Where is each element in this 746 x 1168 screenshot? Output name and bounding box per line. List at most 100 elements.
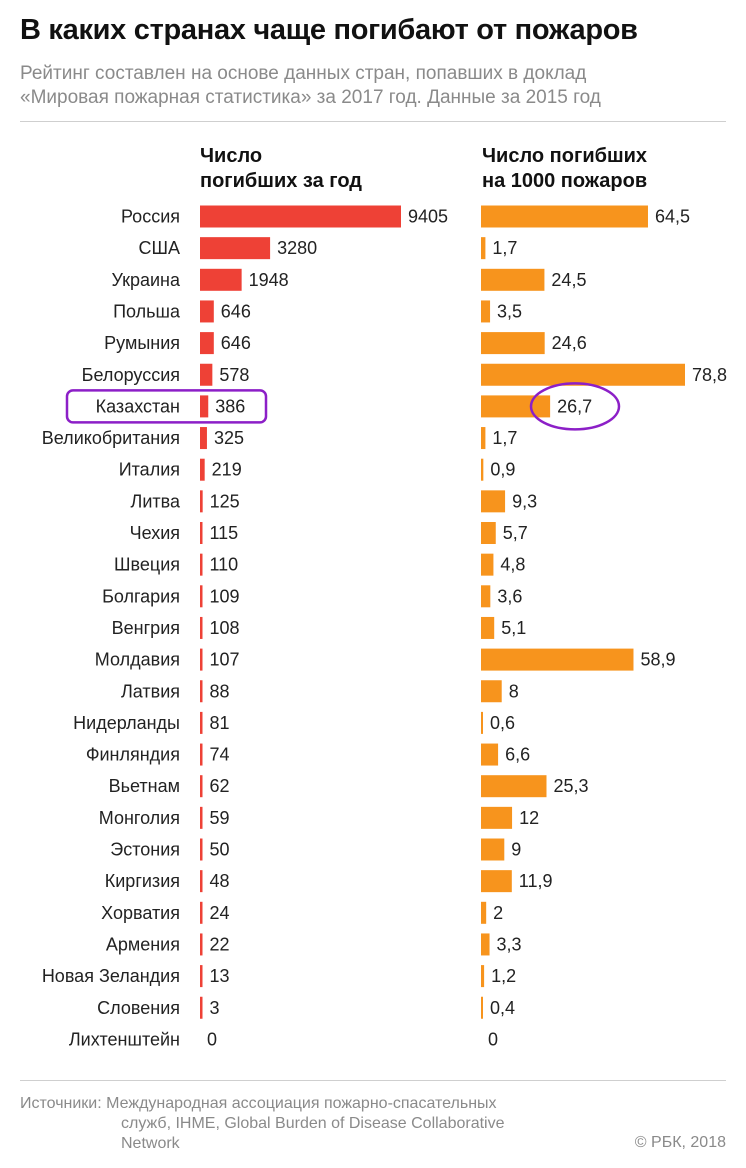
per1000-bar [481, 870, 512, 893]
chart-subtitle: Рейтинг составлен на основе данных стран… [20, 62, 720, 110]
per1000-bar [481, 363, 685, 386]
deaths-value-label: 50 [210, 840, 230, 860]
per1000-value-label: 0,6 [490, 713, 515, 733]
deaths-bar [200, 870, 203, 893]
category-label: США [138, 238, 180, 258]
per1000-bar [481, 775, 547, 798]
deaths-bar [200, 490, 203, 513]
highlight-ellipse [529, 382, 621, 431]
per1000-value-label: 9,3 [512, 491, 537, 511]
deaths-value-label: 74 [210, 745, 230, 765]
category-label: Казахстан [96, 396, 180, 416]
category-label: Вьетнам [109, 776, 180, 796]
per1000-bar [481, 458, 484, 481]
deaths-bar [200, 553, 203, 576]
per1000-bar [481, 395, 551, 418]
per1000-value-label: 3,5 [497, 301, 522, 321]
category-label: Украина [111, 270, 181, 290]
deaths-bar [200, 838, 203, 861]
credit-text: © РБК, 2018 [634, 1134, 726, 1151]
per1000-value-label: 9 [511, 840, 521, 860]
per1000-bar [481, 427, 486, 450]
deaths-value-label: 578 [219, 365, 249, 385]
deaths-value-label: 125 [210, 491, 240, 511]
category-label: Молдавия [95, 650, 180, 670]
deaths-bar [200, 205, 401, 228]
deaths-bar [200, 300, 214, 323]
per1000-value-label: 11,9 [519, 871, 553, 891]
category-label: Болгария [102, 586, 180, 606]
deaths-column-header: Число погибших за год [200, 144, 362, 194]
deaths-value-label: 13 [210, 966, 230, 986]
per1000-value-label: 12 [519, 808, 539, 828]
per1000-bar [481, 648, 634, 671]
per1000-bar [481, 300, 491, 323]
per1000-value-label: 3,6 [497, 586, 522, 606]
deaths-bar [200, 458, 205, 481]
deaths-bar [200, 522, 203, 544]
deaths-bar [200, 616, 203, 639]
subtitle-line: Рейтинг составлен на основе данных стран… [20, 63, 587, 84]
deaths-value-label: 81 [210, 713, 230, 733]
category-label: Монголия [99, 808, 180, 828]
per1000-value-label: 64,5 [655, 207, 690, 227]
deaths-bar [200, 965, 203, 988]
deaths-bar [200, 775, 203, 798]
category-label: Венгрия [112, 618, 180, 638]
deaths-bar [200, 680, 203, 703]
per1000-value-label: 26,7 [557, 396, 592, 416]
category-label: Чехия [130, 523, 180, 543]
category-label: Латвия [121, 681, 180, 701]
per1000-value-label: 24,6 [552, 333, 587, 353]
deaths-value-label: 219 [212, 460, 242, 480]
sources-line: служб, IHME, Global Burden of Disease Co… [121, 1115, 505, 1132]
deaths-bar [200, 648, 203, 671]
per1000-value-label: 25,3 [553, 776, 588, 796]
subtitle-line: «Мировая пожарная статистика» за 2017 го… [20, 87, 601, 108]
deaths-header-line: Число [200, 145, 263, 167]
deaths-value-label: 88 [210, 681, 230, 701]
deaths-value-label: 1948 [249, 270, 289, 290]
deaths-value-label: 9405 [408, 207, 448, 227]
category-label: Польша [113, 301, 181, 321]
per1000-bar [481, 996, 483, 1019]
deaths-bar [200, 585, 203, 608]
per1000-header-line: Число погибших [482, 145, 648, 167]
sources-line: Network [121, 1135, 180, 1152]
per1000-bar [481, 585, 491, 608]
top-divider [20, 121, 726, 122]
per1000-value-label: 78,8 [692, 365, 727, 385]
category-label: Нидерланды [73, 713, 180, 733]
deaths-bar [200, 901, 203, 924]
deaths-value-label: 110 [210, 555, 239, 575]
deaths-value-label: 109 [210, 586, 240, 606]
deaths-bar [200, 427, 207, 450]
per1000-value-label: 8 [509, 681, 519, 701]
per1000-value-label: 1,7 [492, 238, 517, 258]
deaths-value-label: 108 [210, 618, 240, 638]
per1000-bar [481, 901, 487, 924]
category-label: Белоруссия [82, 365, 180, 385]
deaths-header-line: погибших за год [200, 170, 362, 192]
deaths-bar [200, 268, 242, 291]
deaths-bar [200, 743, 203, 766]
bottom-divider [20, 1080, 726, 1081]
per1000-value-label: 2 [493, 903, 503, 923]
category-label: Румыния [104, 333, 180, 353]
deaths-value-label: 3 [210, 998, 220, 1018]
highlight-box [65, 389, 268, 424]
deaths-value-label: 107 [210, 650, 240, 670]
per1000-bar [481, 806, 513, 829]
deaths-bar [200, 363, 213, 386]
per1000-bar [481, 838, 505, 861]
category-label: Литва [131, 491, 181, 511]
sources-line: Источники: Международная ассоциация пожа… [20, 1095, 497, 1112]
category-label: Хорватия [101, 903, 180, 923]
category-label: Новая Зеландия [42, 966, 180, 986]
per1000-bar [481, 522, 496, 544]
per1000-bar [481, 237, 486, 260]
deaths-bar [200, 395, 209, 418]
per1000-value-label: 0,9 [490, 460, 515, 480]
deaths-bar [200, 711, 203, 734]
